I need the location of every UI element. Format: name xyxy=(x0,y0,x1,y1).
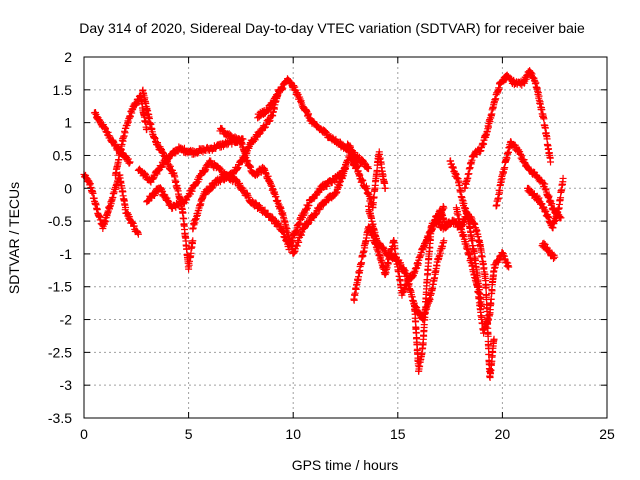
series-track-14 xyxy=(411,202,448,375)
data-point xyxy=(476,147,484,155)
y-tick-label: 0.5 xyxy=(53,147,73,163)
data-point xyxy=(551,253,559,261)
data-point xyxy=(126,158,134,166)
series-track-13 xyxy=(365,202,448,324)
y-axis-label: SDTVAR / TECUs xyxy=(6,182,22,294)
y-tick-label: -2.5 xyxy=(48,344,72,360)
y-tick-labels: -3.5 -3 -2.5 -2 -1.5 -1 -0.5 0 0.5 1 1.5 2 xyxy=(48,49,72,426)
y-tick-label: -3 xyxy=(60,377,73,393)
data-point xyxy=(253,171,261,179)
series-track-3 xyxy=(111,91,151,179)
x-tick-label: 0 xyxy=(80,426,88,442)
y-tick-label: -1.5 xyxy=(48,279,72,295)
data-point xyxy=(134,230,142,238)
series-track-9 xyxy=(220,151,360,253)
grid xyxy=(84,57,607,418)
data-point xyxy=(442,223,450,231)
y-tick-label: 0 xyxy=(64,180,72,196)
series-track-20 xyxy=(524,174,567,232)
series-track-6 xyxy=(143,157,230,212)
series-track-17 xyxy=(446,157,485,310)
y-tick-label: 1.5 xyxy=(53,82,73,98)
x-tick-label: 15 xyxy=(390,426,406,442)
x-axis-label: GPS time / hours xyxy=(292,457,399,473)
y-tick-label: -2 xyxy=(60,312,73,328)
data-point xyxy=(490,335,498,343)
y-tick-label: 2 xyxy=(64,49,72,65)
data-point xyxy=(370,193,378,201)
data-point xyxy=(219,126,227,134)
data-point xyxy=(477,147,485,155)
data-point xyxy=(440,204,448,212)
data-point xyxy=(505,263,513,271)
chart-title: Day 314 of 2020, Sidereal Day-to-day VTE… xyxy=(79,20,585,36)
x-tick-labels: 0 5 10 15 20 25 xyxy=(80,426,615,442)
series-track-18 xyxy=(461,67,555,192)
series-track-19 xyxy=(492,137,565,222)
data-point xyxy=(189,237,197,245)
series-track-11 xyxy=(344,140,389,212)
x-tick-label: 10 xyxy=(285,426,301,442)
y-tick-label: -3.5 xyxy=(48,410,72,426)
series-track-1 xyxy=(80,170,142,238)
x-tick-label: 25 xyxy=(599,426,615,442)
data-point xyxy=(381,184,389,192)
axis-ticks xyxy=(83,56,608,419)
data-point xyxy=(323,182,331,190)
y-tick-label: -1 xyxy=(60,246,73,262)
data-point xyxy=(322,128,330,136)
data-point xyxy=(365,165,373,173)
x-tick-label: 20 xyxy=(495,426,511,442)
y-tick-label: 1 xyxy=(64,115,72,131)
data-point xyxy=(477,302,485,310)
data-point xyxy=(391,253,399,261)
y-tick-label: -0.5 xyxy=(48,213,72,229)
data-point xyxy=(540,115,548,123)
x-tick-label: 5 xyxy=(185,426,193,442)
plot-frame xyxy=(83,56,608,419)
data-points xyxy=(80,67,567,381)
data-point xyxy=(473,151,481,159)
data-point xyxy=(180,200,188,208)
data-point xyxy=(559,174,567,182)
data-point xyxy=(488,287,496,295)
series-track-8 xyxy=(216,124,349,257)
data-point xyxy=(440,237,448,245)
data-point xyxy=(547,158,555,166)
series-track-21 xyxy=(538,239,559,262)
data-point xyxy=(482,284,490,292)
